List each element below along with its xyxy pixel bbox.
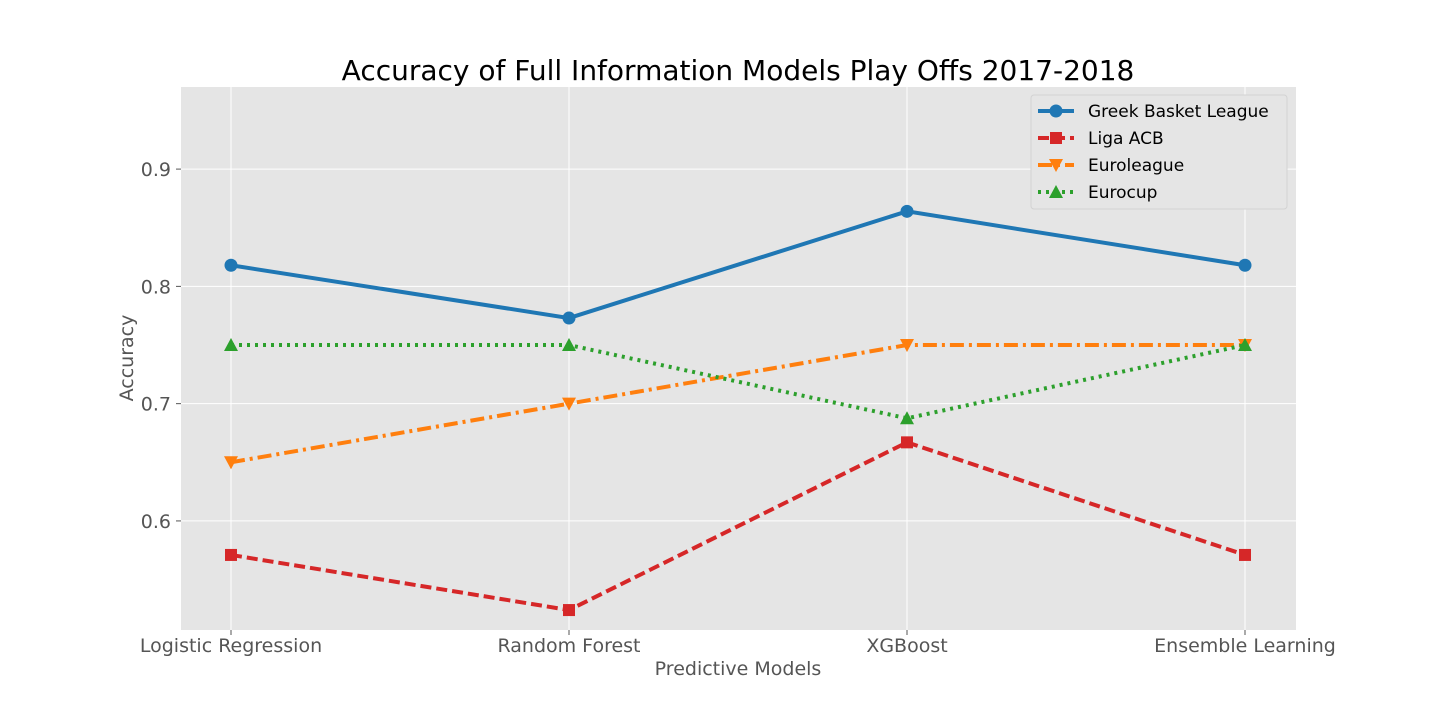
series-line (230, 440, 1246, 613)
legend-label: Euroleague (1088, 156, 1184, 176)
x-tick-label: Random Forest (497, 635, 640, 657)
data-point (562, 311, 576, 325)
data-point (1050, 132, 1062, 144)
data-point (563, 604, 575, 617)
series-eurocup (224, 338, 1252, 425)
axes: Logistic Regression Random Forest XGBoost E… (140, 159, 1336, 657)
data-point (224, 338, 238, 352)
legend-label: Greek Basket League (1088, 102, 1269, 122)
series-line (230, 209, 1246, 321)
data-point (900, 204, 914, 218)
data-point (900, 411, 914, 425)
y-axis-label: Accuracy (116, 315, 138, 402)
legend-entry: Liga ACB (1038, 129, 1164, 149)
data-point (562, 397, 576, 411)
data-point (901, 436, 913, 449)
data-point (562, 338, 576, 352)
series-lines (224, 204, 1252, 617)
data-point (1049, 104, 1063, 118)
data-point (1238, 258, 1252, 272)
chart-title: Accuracy of Full Information Models Play… (342, 54, 1135, 87)
x-tick-label: XGBoost (866, 635, 947, 657)
x-axis-label: Predictive Models (655, 658, 822, 680)
data-point (225, 548, 237, 561)
data-point (1239, 548, 1251, 561)
legend-entry: Eurocup (1038, 183, 1157, 203)
data-point (900, 339, 914, 353)
legend-box (1030, 94, 1288, 210)
data-point (1238, 338, 1252, 352)
data-point (1049, 159, 1063, 172)
x-tick-label: Logistic Regression (140, 635, 322, 657)
legend: Greek Basket League Liga ACB Euroleague Eur… (1030, 94, 1288, 210)
legend-entry: Greek Basket League (1038, 102, 1269, 122)
legend-label: Eurocup (1088, 183, 1157, 203)
data-point (224, 258, 238, 272)
legend-label: Liga ACB (1088, 129, 1164, 149)
y-tick-label: 0.7 (141, 394, 171, 416)
series-line (230, 343, 1245, 465)
data-point (224, 456, 238, 470)
y-tick-label: 0.9 (141, 159, 171, 181)
series-line (231, 343, 1246, 421)
series-greek-basket-league (224, 204, 1252, 325)
data-point (1049, 185, 1063, 198)
series-liga-acb (225, 436, 1251, 617)
legend-entry: Euroleague (1038, 156, 1184, 176)
y-tick-label: 0.6 (141, 511, 171, 533)
x-tick-label: Ensemble Learning (1154, 635, 1336, 657)
y-tick-label: 0.8 (141, 276, 171, 298)
